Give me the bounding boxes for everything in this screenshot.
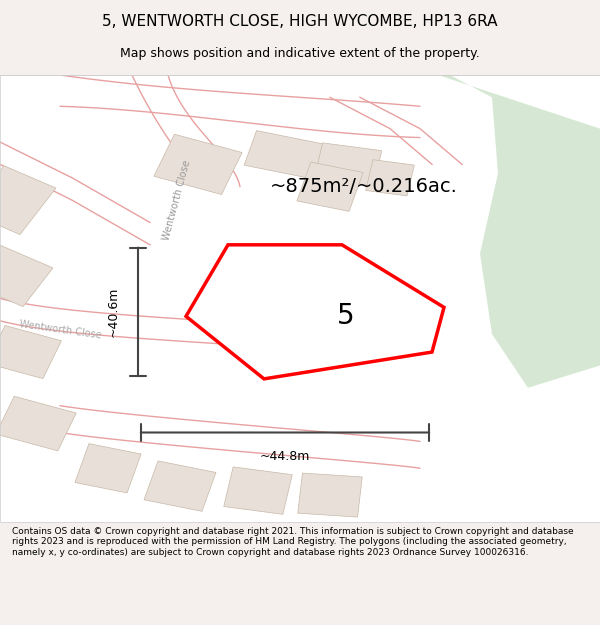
Polygon shape [186, 245, 444, 379]
Bar [0, 166, 56, 234]
Text: 5: 5 [337, 302, 355, 330]
Bar [144, 461, 216, 511]
Bar [244, 131, 332, 180]
Text: Wentworth Close: Wentworth Close [161, 159, 193, 241]
Text: 5, WENTWORTH CLOSE, HIGH WYCOMBE, HP13 6RA: 5, WENTWORTH CLOSE, HIGH WYCOMBE, HP13 6… [102, 14, 498, 29]
Text: ~44.8m: ~44.8m [260, 451, 310, 463]
Text: Wentworth Close: Wentworth Close [19, 319, 101, 341]
Polygon shape [438, 75, 600, 388]
Bar [298, 473, 362, 517]
Bar [0, 246, 53, 307]
Text: Map shows position and indicative extent of the property.: Map shows position and indicative extent… [120, 48, 480, 61]
Bar [365, 159, 415, 196]
Text: ~40.6m: ~40.6m [107, 287, 120, 337]
Bar [297, 162, 363, 211]
Bar [154, 134, 242, 194]
Bar [75, 444, 141, 493]
Bar [314, 143, 382, 186]
Bar [0, 396, 76, 451]
Text: Contains OS data © Crown copyright and database right 2021. This information is : Contains OS data © Crown copyright and d… [12, 527, 574, 557]
Bar [224, 467, 292, 514]
Bar [0, 326, 61, 379]
Text: ~875m²/~0.216ac.: ~875m²/~0.216ac. [270, 177, 458, 196]
